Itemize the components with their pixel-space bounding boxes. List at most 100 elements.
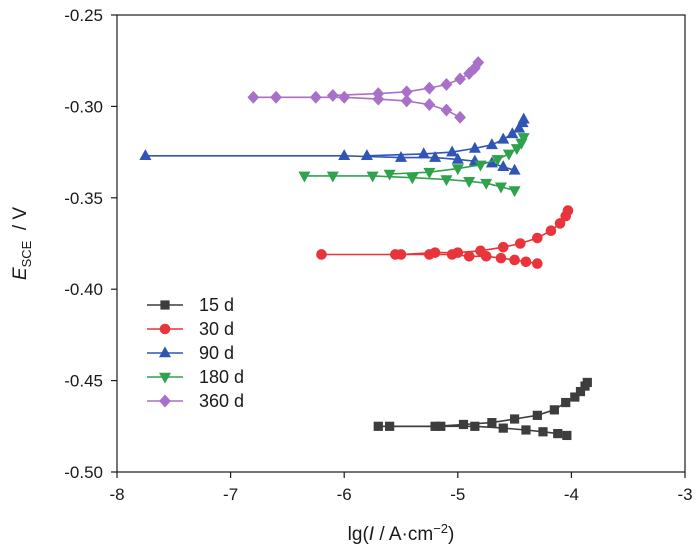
data-point — [468, 141, 481, 153]
series-2 — [139, 112, 530, 175]
data-point — [487, 418, 497, 428]
data-point — [509, 254, 520, 266]
legend-item: 360 d — [147, 391, 244, 411]
data-point — [513, 121, 526, 133]
data-point — [549, 405, 559, 415]
data-point — [475, 245, 486, 257]
x-tick-label: -3 — [677, 485, 692, 504]
data-point — [517, 112, 530, 124]
data-point — [506, 127, 519, 139]
legend-label: 15 d — [199, 295, 234, 315]
data-point — [440, 175, 453, 187]
data-point — [470, 421, 480, 431]
data-point — [338, 90, 351, 104]
data-point — [510, 144, 523, 156]
series-0 — [373, 377, 592, 441]
data-point — [520, 256, 532, 268]
data-point — [494, 182, 507, 194]
y-tick-label: -0.45 — [64, 372, 103, 391]
data-point — [451, 152, 464, 164]
series-1 — [316, 205, 574, 269]
data-point — [366, 171, 379, 183]
legend-marker — [158, 372, 172, 384]
data-point — [451, 164, 464, 176]
legend-marker — [158, 346, 172, 358]
data-point — [400, 85, 413, 99]
data-point — [395, 249, 407, 260]
data-point — [454, 110, 466, 124]
data-point — [360, 149, 373, 161]
x-tick-label: -4 — [564, 485, 579, 504]
data-point — [400, 94, 413, 108]
y-tick-label: -0.30 — [64, 97, 103, 116]
y-tick-label: -0.40 — [64, 280, 103, 299]
data-point — [562, 205, 574, 216]
series-line-anodic — [366, 118, 525, 157]
x-tick-label: -7 — [223, 485, 238, 504]
data-point — [423, 98, 436, 112]
data-point — [517, 133, 530, 145]
series-4 — [247, 56, 485, 124]
plot-frame — [116, 14, 686, 473]
y-tick-label: -0.50 — [64, 463, 103, 482]
data-point — [502, 149, 515, 161]
data-point — [508, 163, 521, 175]
y-axis-title: ESCE / V — [10, 207, 34, 281]
x-axis: -8 -7 -6 -5 -4 -3 — [109, 472, 693, 504]
x-axis-title-close: ) — [448, 524, 454, 545]
data-point — [446, 145, 459, 157]
data-point — [454, 72, 466, 86]
x-axis-title: lg(I / A·cm−2) — [348, 521, 455, 545]
x-axis-title-variable: I — [369, 524, 375, 545]
legend-marker — [159, 394, 171, 408]
legend-marker — [159, 323, 171, 335]
data-point — [458, 419, 469, 430]
data-point — [270, 90, 282, 104]
data-point — [385, 421, 395, 431]
series-3 — [298, 133, 530, 198]
data-point — [538, 427, 548, 437]
data-point — [373, 421, 383, 431]
plot-area — [116, 14, 686, 473]
x-axis-title-pre: lg( — [348, 524, 370, 545]
legend: 15 d 30 d 90 d 180 d 360 d — [147, 295, 244, 411]
data-point — [452, 247, 464, 258]
legend-label: 90 d — [199, 343, 234, 363]
data-point — [508, 186, 521, 198]
legend-label: 360 d — [199, 391, 244, 411]
data-point — [429, 150, 442, 162]
data-point — [326, 88, 339, 102]
data-point — [440, 103, 453, 117]
data-point — [430, 421, 440, 431]
y-axis: -0.25 -0.30 -0.35 -0.40 -0.45 -0.50 — [64, 6, 117, 482]
data-point — [553, 429, 563, 439]
data-point — [472, 56, 485, 69]
data-point — [338, 149, 351, 161]
data-point — [423, 167, 436, 179]
data-point — [509, 414, 520, 424]
data-point — [491, 155, 504, 167]
legend-marker — [160, 300, 170, 310]
x-axis-title-exponent: −2 — [433, 521, 448, 536]
data-point — [474, 160, 487, 172]
x-tick-label: -5 — [450, 485, 465, 504]
data-point — [570, 392, 580, 402]
x-tick-label: -6 — [337, 485, 352, 504]
data-point — [554, 218, 566, 229]
data-point — [383, 169, 396, 181]
data-point — [326, 171, 339, 183]
data-point — [429, 247, 441, 258]
data-point — [139, 149, 152, 161]
data-point — [394, 150, 408, 162]
data-point — [497, 132, 510, 144]
data-point — [247, 90, 260, 104]
x-axis-title-unit: / A·cm — [374, 524, 433, 545]
y-axis-title-symbol: E — [10, 267, 31, 280]
data-point — [417, 147, 430, 159]
data-point — [545, 225, 557, 237]
legend-label: 180 d — [199, 367, 244, 387]
data-point — [582, 377, 592, 388]
legend-item: 15 d — [147, 295, 234, 315]
data-point — [463, 177, 476, 188]
